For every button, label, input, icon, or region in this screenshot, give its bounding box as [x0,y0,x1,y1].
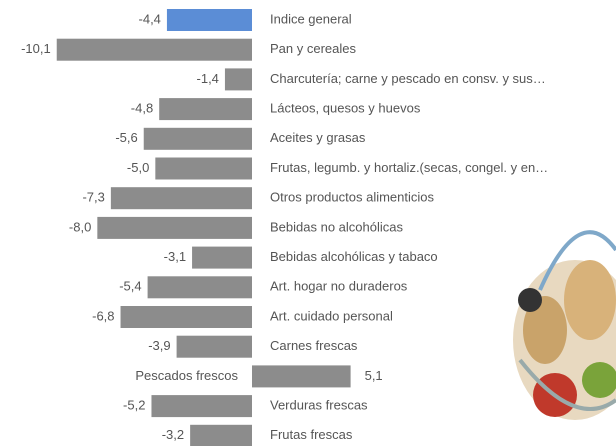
value-label: -5,4 [119,279,141,294]
category-label: Pescados frescos [135,368,238,383]
bar [224,68,252,91]
value-label: -3,2 [162,427,184,442]
bar [56,38,252,61]
bar [252,365,351,388]
bar [151,395,252,418]
bar [97,216,252,239]
bar [159,98,252,121]
category-label: Verduras frescas [270,398,368,413]
category-label: Lácteos, quesos y huevos [270,101,421,116]
category-label: Carnes frescas [270,338,358,353]
bar [155,157,252,180]
bar [143,127,252,150]
value-label: -5,0 [127,160,149,175]
category-label: Bebidas no alcohólicas [270,219,403,234]
value-label: -7,3 [82,190,104,205]
category-label: Charcutería; carne y pescado en consv. y… [270,71,546,86]
category-label: Art. hogar no duraderos [270,279,408,294]
category-label: Art. cuidado personal [270,308,393,323]
category-label: Aceites y grasas [270,130,366,145]
bar [166,9,252,31]
value-label: -4,4 [139,11,161,26]
bar [190,424,252,446]
value-label: -10,1 [21,41,51,56]
category-label: Indice general [270,11,352,26]
basket-image [513,230,616,420]
category-label: Bebidas alcohólicas y tabaco [270,249,438,264]
category-label: Pan y cereales [270,41,356,56]
value-label: -5,6 [115,130,137,145]
value-label: -5,2 [123,398,145,413]
value-label: 5,1 [365,368,383,383]
value-label: -6,8 [92,308,114,323]
category-label: Frutas frescas [270,427,353,442]
category-label: Frutas, legumb. y hortaliz.(secas, conge… [270,160,548,175]
category-label: Otros productos alimenticios [270,190,435,205]
value-label: -8,0 [69,219,91,234]
bar [120,306,253,328]
value-label: -3,1 [164,249,186,264]
bar [192,246,252,269]
value-label: -1,4 [197,71,219,86]
value-label: -3,9 [148,338,170,353]
bar [176,335,252,358]
bar [147,276,252,299]
bar [110,187,252,210]
value-label: -4,8 [131,101,153,116]
